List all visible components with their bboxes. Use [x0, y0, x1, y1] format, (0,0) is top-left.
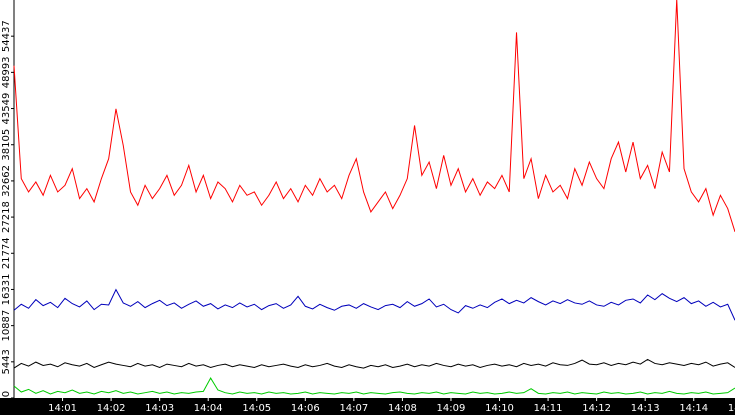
x-tick-label: 14:02	[97, 403, 126, 414]
x-tick-label: 14:04	[194, 403, 223, 414]
y-tick-label: 54437	[1, 20, 12, 52]
x-tick-label: 14:01	[48, 403, 77, 414]
x-tick-label: 14:05	[242, 403, 271, 414]
y-tick-label: 43549	[1, 93, 12, 125]
y-tick-label: 5443	[1, 349, 12, 374]
x-tick-label: 14:08	[388, 403, 417, 414]
y-tick-label: 0	[1, 391, 12, 397]
x-tick-label: 14:14	[679, 403, 708, 414]
y-tick-label: 21774	[1, 237, 12, 269]
y-tick-label: 38105	[1, 129, 12, 161]
x-tick-label: 14:06	[291, 403, 320, 414]
y-tick-label: 16331	[1, 274, 12, 306]
series-line	[13, 0, 735, 232]
x-tick-label: 14:12	[582, 403, 611, 414]
x-tick-label: 14:15	[728, 403, 735, 414]
x-tick-label: 14:10	[485, 403, 514, 414]
x-tick-label: 14:13	[631, 403, 660, 414]
x-axis-band	[0, 398, 735, 415]
y-tick-label: 10887	[1, 310, 12, 342]
y-tick-label: 27218	[1, 201, 12, 233]
x-tick-label: 14:09	[437, 403, 466, 414]
series-line	[13, 377, 735, 395]
x-tick-label: 14:03	[145, 403, 174, 414]
y-tick-label: 32662	[1, 165, 12, 197]
series-line	[13, 358, 735, 369]
x-tick-label: 14:07	[339, 403, 368, 414]
y-tick-label: 48993	[1, 56, 12, 88]
x-tick-label: 14:11	[534, 403, 563, 414]
series-line	[13, 288, 735, 321]
